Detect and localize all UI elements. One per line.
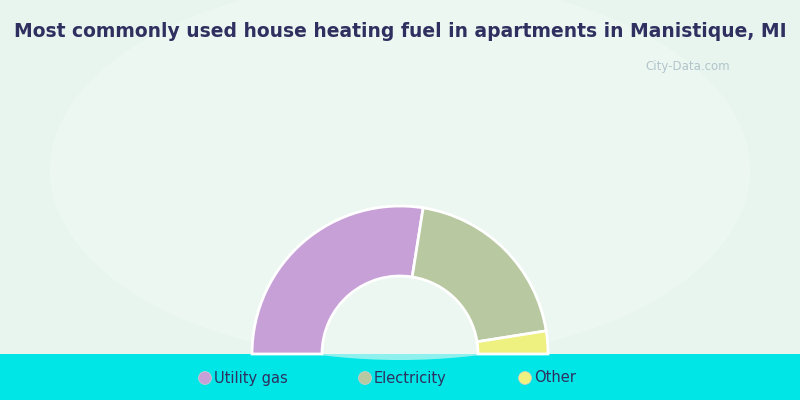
Wedge shape — [477, 331, 548, 354]
Text: Utility gas: Utility gas — [214, 370, 288, 386]
Text: Other: Other — [534, 370, 576, 386]
Ellipse shape — [518, 372, 531, 384]
Wedge shape — [412, 208, 546, 342]
FancyBboxPatch shape — [0, 354, 800, 400]
Text: City-Data.com: City-Data.com — [645, 60, 730, 73]
FancyBboxPatch shape — [0, 0, 800, 354]
Ellipse shape — [358, 372, 371, 384]
Wedge shape — [252, 206, 423, 354]
Ellipse shape — [198, 372, 211, 384]
Ellipse shape — [50, 0, 750, 360]
Text: Electricity: Electricity — [374, 370, 446, 386]
Text: Most commonly used house heating fuel in apartments in Manistique, MI: Most commonly used house heating fuel in… — [14, 22, 786, 41]
